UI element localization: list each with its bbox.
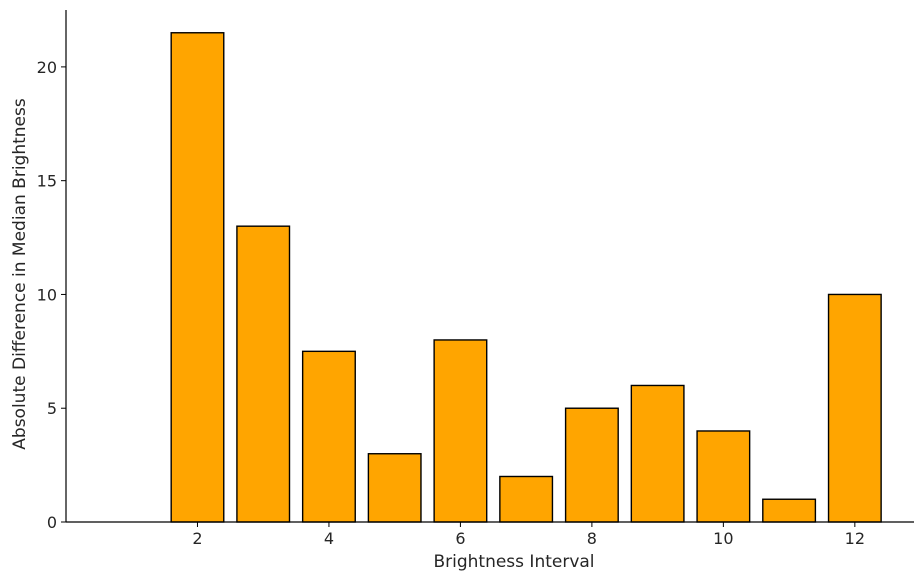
bar-3 bbox=[236, 225, 291, 523]
y-tick-label: 10 bbox=[37, 285, 57, 304]
x-tick-label: 12 bbox=[845, 529, 865, 548]
y-tick-label: 15 bbox=[37, 172, 57, 191]
x-tick-label: 6 bbox=[455, 529, 465, 548]
y-tick-label: 0 bbox=[47, 513, 57, 532]
x-tick-label: 8 bbox=[587, 529, 597, 548]
x-tick-label: 2 bbox=[192, 529, 202, 548]
bar-2 bbox=[170, 32, 225, 523]
bar-8 bbox=[564, 407, 619, 523]
bar-12 bbox=[827, 293, 882, 523]
y-ticks-group: 0 5 10 15 20 bbox=[37, 58, 66, 532]
y-axis-label: Absolute Difference in Median Brightness bbox=[10, 98, 30, 450]
bar-11 bbox=[762, 498, 817, 523]
bar-6 bbox=[433, 339, 488, 523]
bar-5 bbox=[367, 453, 422, 523]
x-axis-label: Brightness Interval bbox=[433, 552, 594, 572]
bars-group bbox=[170, 32, 882, 523]
x-ticks-group: 2 4 6 8 10 12 bbox=[192, 522, 865, 548]
y-tick-label: 5 bbox=[47, 399, 57, 418]
bar-10 bbox=[696, 430, 751, 523]
bar-4 bbox=[301, 350, 356, 523]
y-tick-label: 20 bbox=[37, 58, 57, 77]
bar-9 bbox=[630, 384, 685, 523]
x-tick-label: 10 bbox=[713, 529, 733, 548]
bar-7 bbox=[499, 475, 554, 523]
x-tick-label: 4 bbox=[324, 529, 334, 548]
